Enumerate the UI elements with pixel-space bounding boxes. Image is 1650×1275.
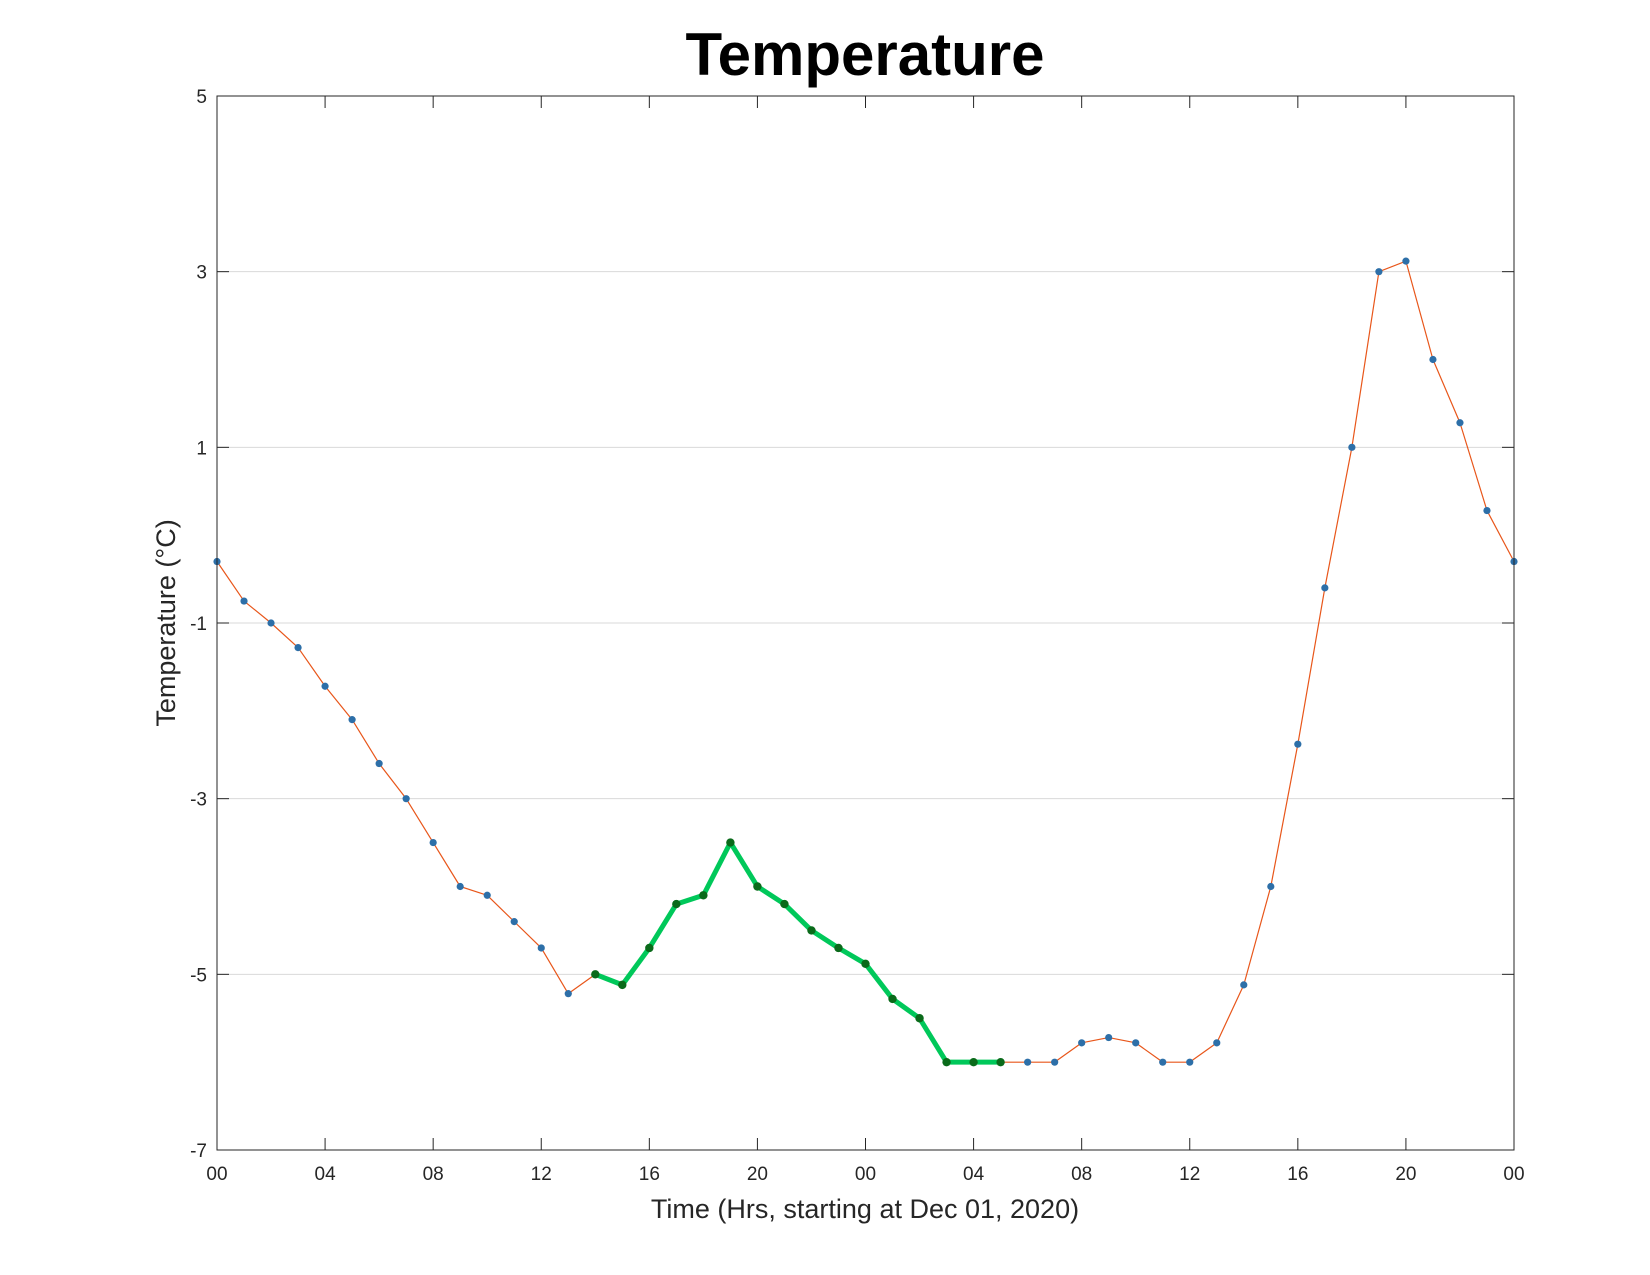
x-tick-labels: 00 04 08 12 16 20 00 04 08 12 16 20 00 [206, 1164, 1524, 1185]
data-point [1186, 1058, 1194, 1066]
x-tick-label: 08 [1071, 1164, 1092, 1185]
chart-title: Temperature [685, 21, 1044, 88]
y-tick-label: 5 [196, 87, 207, 108]
highlighted-data-point [591, 970, 600, 979]
data-point [240, 597, 248, 605]
y-axis-label: Temperature (°C) [151, 519, 181, 726]
highlighted-data-point [645, 943, 654, 953]
highlighted-data-point [969, 1057, 978, 1067]
y-tick-label: -5 [190, 965, 207, 986]
data-point [1294, 740, 1302, 748]
x-tick-label: 20 [1395, 1164, 1416, 1185]
y-tick-label: -7 [190, 1141, 207, 1162]
highlighted-data-point [780, 899, 789, 909]
highlighted-data-point [672, 899, 681, 909]
highlighted-data-point [807, 926, 816, 935]
series-layer [213, 257, 1518, 1067]
highlighted-data-point [996, 1057, 1005, 1067]
x-tick-label: 00 [206, 1164, 227, 1185]
data-point [1240, 981, 1248, 989]
x-tick-label: 04 [963, 1164, 985, 1185]
y-tick-label: -3 [190, 790, 207, 811]
x-tick-label: 08 [423, 1164, 444, 1185]
highlighted-data-point [699, 891, 708, 900]
highlighted-data-point [888, 994, 897, 1004]
axes-box [216, 95, 1515, 1151]
highlighted-series [591, 838, 1005, 1067]
highlighted-data-point [915, 1014, 924, 1023]
x-tick-label: 16 [1287, 1164, 1308, 1185]
data-point [1429, 355, 1437, 364]
data-point [1402, 257, 1410, 265]
highlighted-data-point [942, 1057, 951, 1067]
x-tick-label: 00 [1503, 1164, 1524, 1185]
highlighted-data-point [618, 980, 627, 990]
x-tick-label: 16 [639, 1164, 660, 1185]
highlighted-data-point [753, 882, 762, 891]
data-point [294, 643, 302, 652]
x-tick-label: 12 [531, 1164, 552, 1185]
highlighted-data-point [834, 943, 843, 953]
x-axis-label: Time (Hrs, starting at Dec 01, 2020) [651, 1194, 1079, 1224]
data-point [348, 716, 356, 724]
data-point [375, 759, 383, 768]
data-point [1375, 268, 1383, 276]
data-point [1483, 506, 1491, 515]
data-point [1105, 1033, 1113, 1042]
data-point [564, 990, 572, 998]
data-point [1456, 419, 1464, 427]
x-tick-label: 00 [855, 1164, 876, 1185]
data-point [1348, 443, 1356, 451]
data-point [1051, 1058, 1059, 1066]
highlighted-data-point [861, 959, 870, 968]
x-tick-label: 20 [747, 1164, 768, 1185]
x-tick-label: 04 [315, 1164, 337, 1185]
y-tick-labels: -7 -5 -3 -1 1 3 5 [190, 87, 207, 1162]
data-point [537, 944, 545, 952]
data-point [1132, 1039, 1140, 1047]
x-tick-label: 12 [1179, 1164, 1200, 1185]
data-point [402, 795, 410, 803]
data-point [1159, 1058, 1167, 1066]
grid-lines [217, 271, 1514, 975]
data-point [1321, 584, 1329, 592]
data-point [1078, 1039, 1086, 1047]
data-point [267, 619, 275, 627]
y-tick-label: -1 [190, 614, 207, 635]
y-tick-label: 1 [196, 438, 207, 459]
data-point [510, 918, 518, 926]
data-point [1024, 1058, 1032, 1066]
data-point [1213, 1039, 1221, 1047]
data-point [1267, 882, 1275, 891]
plot-area [213, 95, 1518, 1151]
highlighted-data-point [726, 838, 735, 847]
data-point [456, 882, 464, 891]
data-point [429, 838, 437, 847]
y-tick-label: 3 [196, 263, 207, 284]
data-point [483, 891, 491, 899]
highlighted-line [594, 840, 1001, 1065]
data-point [321, 682, 329, 690]
